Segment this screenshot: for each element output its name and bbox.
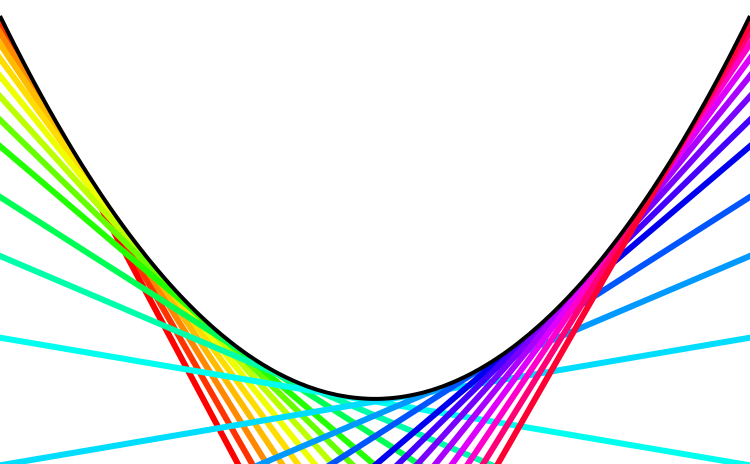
tangent-line-9 bbox=[0, 142, 379, 464]
tangent-line-18 bbox=[413, 91, 750, 464]
tangent-line-17 bbox=[393, 115, 750, 464]
tangent-line-8 bbox=[0, 115, 357, 464]
tangent-line-13 bbox=[0, 334, 750, 464]
tangent-line-14 bbox=[253, 252, 750, 464]
parabola-curve-group bbox=[0, 0, 750, 401]
tangent-line-15 bbox=[325, 193, 750, 464]
parabola-curve bbox=[0, 15, 750, 401]
parabola-interior bbox=[0, 0, 750, 399]
tangent-line-16 bbox=[371, 142, 750, 464]
tangent-line-7 bbox=[0, 91, 337, 464]
